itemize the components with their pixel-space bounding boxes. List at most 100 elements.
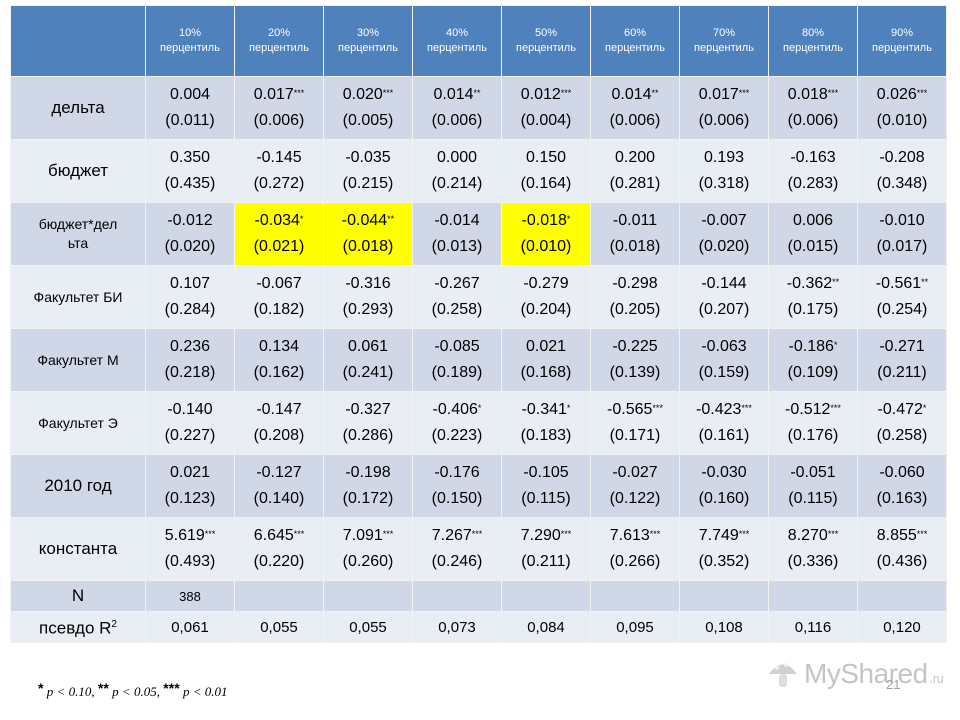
table-row: бюджет*дел ьта -0.012 (0.020) -0.034* (0.021)…: [10, 202, 947, 266]
r2-value: 0,120: [857, 611, 947, 643]
std-error: (0.018): [342, 238, 394, 255]
coef-value: 0.107: [169, 275, 211, 292]
r2-value: 0,108: [679, 611, 769, 643]
coef-value: 7.749: [698, 527, 739, 544]
table-row: дельта 0.004 (0.011) 0.017*** (0.006) 0.020**…: [10, 76, 947, 140]
coef-value: -0.316: [345, 275, 391, 292]
std-error: (0.208): [253, 427, 305, 444]
coef-cell: -0.060 (0.163): [857, 454, 947, 518]
std-error: (0.189): [431, 364, 483, 381]
significance-stars: ***: [293, 529, 305, 539]
std-error: (0.272): [253, 175, 305, 192]
coef-cell: 8.270*** (0.336): [768, 517, 858, 581]
std-error: (0.160): [698, 490, 750, 507]
std-error: (0.161): [698, 427, 750, 444]
coef-cell: -0.362** (0.175): [768, 265, 858, 329]
coef-cell: 0.350 (0.435): [145, 139, 235, 203]
coef-cell: -0.067 (0.182): [234, 265, 324, 329]
significance-stars: ***: [827, 88, 839, 98]
significance-stars: ***: [293, 88, 305, 98]
std-error: (0.286): [342, 427, 394, 444]
coef-value: -0.198: [345, 464, 391, 481]
significance-stars: **: [387, 214, 395, 224]
coef-value: 0.012: [520, 86, 561, 103]
header-percentile: 70% перцентиль: [679, 5, 769, 77]
header-percentile: 30% перцентиль: [323, 5, 413, 77]
coef-cell: -0.007 (0.020): [679, 202, 769, 266]
coef-cell: 0.061 (0.241): [323, 328, 413, 392]
coef-value: 7.091: [342, 527, 383, 544]
coef-cell: 5.619*** (0.493): [145, 517, 235, 581]
coef-value: 0.020: [342, 86, 383, 103]
coef-cell: -0.406* (0.223): [412, 391, 502, 455]
std-error: (0.258): [876, 427, 928, 444]
coef-cell: -0.298 (0.205): [590, 265, 680, 329]
row-label: Факультет М: [10, 328, 146, 392]
significance-stars: *: [566, 214, 571, 224]
empty-cell: [501, 580, 591, 612]
std-error: (0.214): [431, 175, 483, 192]
std-error: (0.005): [342, 112, 394, 129]
significance-stars: ***: [827, 529, 839, 539]
n-value: 388: [145, 580, 235, 612]
std-error: (0.352): [698, 553, 750, 570]
table-row: константа 5.619*** (0.493) 6.645*** (0.220) 7…: [10, 517, 947, 581]
coef-value: -0.060: [879, 464, 925, 481]
coef-cell: -0.423*** (0.161): [679, 391, 769, 455]
coef-cell: -0.035 (0.215): [323, 139, 413, 203]
coef-cell: 0.200 (0.281): [590, 139, 680, 203]
coef-value: -0.067: [256, 275, 302, 292]
empty-cell: [768, 580, 858, 612]
r2-value: 0,073: [412, 611, 502, 643]
std-error: (0.183): [520, 427, 572, 444]
coef-cell: 0.017*** (0.006): [234, 76, 324, 140]
significance-stars: ***: [652, 403, 663, 413]
significance-footnote: * p < 0.10, ** p < 0.05, *** p < 0.01: [38, 680, 228, 700]
table-row-n: N 388: [10, 580, 947, 612]
significance-stars: **: [473, 88, 481, 98]
std-error: (0.176): [787, 427, 839, 444]
r2-value: 0,055: [234, 611, 324, 643]
coef-value: 0.200: [614, 149, 656, 166]
coef-value: -0.011: [612, 212, 658, 229]
std-error: (0.215): [342, 175, 394, 192]
significance-stars: ***: [382, 88, 394, 98]
coef-value: -0.105: [523, 464, 569, 481]
r2-value: 0,084: [501, 611, 591, 643]
coef-cell: -0.208 (0.348): [857, 139, 947, 203]
coef-cell: 0.021 (0.168): [501, 328, 591, 392]
row-label: N: [10, 580, 146, 612]
coef-cell: 7.613*** (0.266): [590, 517, 680, 581]
significance-stars: **: [832, 277, 840, 287]
coef-value: 0.006: [792, 212, 834, 229]
std-error: (0.175): [787, 301, 839, 318]
coef-value: -0.565: [607, 401, 653, 418]
significance-stars: ***: [916, 88, 928, 98]
coef-value: 0.021: [169, 464, 211, 481]
coef-value: -0.406: [432, 401, 478, 418]
std-error: (0.241): [342, 364, 394, 381]
coef-value: -0.145: [256, 149, 302, 166]
significance-stars: **: [651, 88, 659, 98]
coef-value: -0.327: [345, 401, 391, 418]
coef-value: 0.004: [169, 86, 211, 103]
std-error: (0.220): [253, 553, 305, 570]
std-error: (0.260): [342, 553, 394, 570]
coef-cell: -0.198 (0.172): [323, 454, 413, 518]
std-error: (0.021): [253, 238, 305, 255]
std-error: (0.011): [165, 112, 215, 129]
coef-cell: -0.144 (0.207): [679, 265, 769, 329]
coef-value: 0.193: [703, 149, 745, 166]
row-label: дельта: [10, 76, 146, 140]
coef-value: -0.271: [879, 338, 925, 355]
coef-value: -0.018: [521, 212, 567, 229]
coef-cell: 0.006 (0.015): [768, 202, 858, 266]
coef-cell: 8.855*** (0.436): [857, 517, 947, 581]
coef-value: -0.010: [879, 212, 925, 229]
header-percentile: 80% перцентиль: [768, 5, 858, 77]
coef-value: -0.140: [167, 401, 213, 418]
coef-value: 7.613: [609, 527, 650, 544]
coef-value: -0.341: [521, 401, 567, 418]
std-error: (0.172): [342, 490, 394, 507]
r2-superscript: 2: [111, 619, 117, 631]
